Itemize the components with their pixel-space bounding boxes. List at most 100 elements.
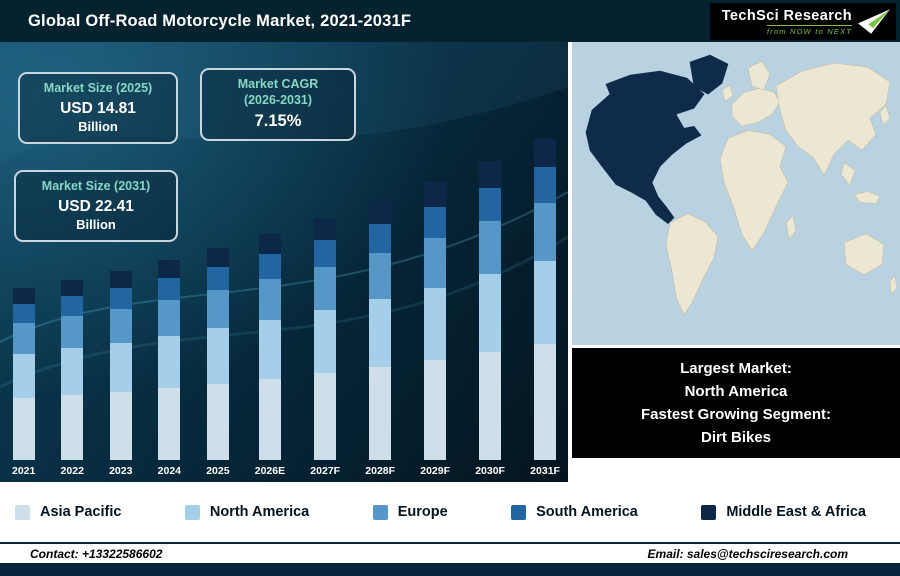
map-new-zealand xyxy=(889,275,898,295)
bar-column-2028F: 2028F xyxy=(365,201,395,478)
bar-stack xyxy=(479,160,502,460)
bar-segment-north-america xyxy=(369,299,392,367)
header-bar: Global Off-Road Motorcycle Market, 2021-… xyxy=(0,0,900,42)
bar-stack xyxy=(158,259,181,460)
page-title: Global Off-Road Motorcycle Market, 2021-… xyxy=(28,12,412,30)
map-japan xyxy=(879,104,891,126)
legend-item-north-america: North America xyxy=(184,504,309,520)
market-size-2025-label: Market Size (2025) xyxy=(43,81,153,95)
contact-phone: Contact: +13322586602 xyxy=(30,546,163,561)
callout-line-4: Dirt Bikes xyxy=(700,429,772,447)
bar-segment-europe xyxy=(534,202,557,261)
x-axis-label: 2028F xyxy=(365,465,396,477)
callout-line-2: North America xyxy=(684,382,788,400)
contact-email: Email: sales@techsciresearch.com xyxy=(647,546,848,561)
bar-segment-europe xyxy=(258,279,281,320)
bar-segment-middle-east-africa xyxy=(258,233,281,255)
bar-column-2021: 2021 xyxy=(12,288,35,478)
paper-plane-icon xyxy=(858,9,890,34)
bar-segment-middle-east-africa xyxy=(424,181,447,207)
bar-stack xyxy=(258,233,281,460)
bar-segment-north-america xyxy=(158,335,181,388)
bar-segment-middle-east-africa xyxy=(369,201,392,225)
bar-stack xyxy=(314,218,337,460)
stacked-bar-chart: 2021 2022 2023 2024 2025 2026E 2027F 2028F 2029F… xyxy=(12,138,560,478)
bar-segment-north-america xyxy=(12,353,35,399)
legend-swatch-south-america xyxy=(511,504,527,520)
bar-segment-north-america xyxy=(479,274,502,353)
chart-panel: Market Size (2025) USD 14.81 Billion Mar… xyxy=(0,42,568,482)
callout-line-1: Largest Market: xyxy=(680,359,792,377)
bar-segment-south-america xyxy=(206,266,229,291)
bar-column-2026E: 2026E xyxy=(255,233,285,478)
bar-segment-europe xyxy=(109,309,132,344)
legend-label: Asia Pacific xyxy=(40,504,122,520)
x-axis-label: 2021 xyxy=(12,465,36,477)
logo-text: TechSci Research from NOW to NEXT xyxy=(722,8,852,36)
bar-segment-south-america xyxy=(479,187,502,221)
x-axis-label: 2030F xyxy=(475,465,505,477)
bar-segment-asia-pacific xyxy=(206,383,229,460)
market-cagr-value: 7.15% xyxy=(254,112,302,131)
legend-label: South America xyxy=(536,504,638,520)
bar-segment-middle-east-africa xyxy=(534,138,557,168)
bar-segment-middle-east-africa xyxy=(314,218,337,241)
bar-segment-middle-east-africa xyxy=(479,160,502,188)
bar-stack xyxy=(424,181,447,460)
market-size-2031-value: USD 22.41 xyxy=(58,197,134,215)
bar-segment-asia-pacific xyxy=(534,344,557,460)
legend-label: Middle East & Africa xyxy=(726,504,866,520)
map-british-isles xyxy=(721,84,734,102)
market-size-2031-box: Market Size (2031) USD 22.41 Billion xyxy=(14,170,178,242)
bar-segment-south-america xyxy=(534,167,557,203)
map-southeast-asia xyxy=(840,161,856,187)
x-axis-label: 2029F xyxy=(420,465,451,477)
logo-brand: TechSci Research xyxy=(721,7,852,24)
map-scandinavia xyxy=(747,60,771,91)
map-south-america xyxy=(665,213,719,316)
bar-segment-north-america xyxy=(206,328,229,384)
bar-segment-north-america xyxy=(534,260,557,345)
bar-segment-europe xyxy=(158,299,181,336)
map-australia xyxy=(843,233,885,276)
legend-item-south-america: South America xyxy=(511,504,638,520)
market-cagr-label-line2: (2026-2031) xyxy=(243,92,313,107)
legend-label: Europe xyxy=(397,504,448,520)
bar-segment-middle-east-africa xyxy=(61,279,84,297)
map-madagascar xyxy=(785,214,797,241)
bar-segment-asia-pacific xyxy=(258,378,281,460)
bar-segment-europe xyxy=(314,266,337,311)
bar-segment-middle-east-africa xyxy=(206,247,229,267)
bar-segment-europe xyxy=(479,220,502,275)
legend-swatch-middle-east-africa xyxy=(701,504,717,520)
bar-column-2023: 2023 xyxy=(109,271,132,478)
bar-segment-asia-pacific xyxy=(109,392,132,460)
bar-column-2025: 2025 xyxy=(206,247,230,478)
bar-segment-south-america xyxy=(314,240,337,267)
legend-item-asia-pacific: Asia Pacific xyxy=(15,504,121,520)
bar-segment-north-america xyxy=(314,310,337,373)
chart-legend: Asia Pacific North America Europe South Ame… xyxy=(0,482,900,542)
bar-segment-europe xyxy=(424,237,447,288)
legend-item-middle-east-africa: Middle East & Africa xyxy=(701,504,866,520)
bar-segment-north-america xyxy=(61,348,84,396)
legend-swatch-asia-pacific xyxy=(15,504,30,520)
bar-segment-middle-east-africa xyxy=(12,288,35,304)
map-europe xyxy=(731,87,781,127)
bar-stack xyxy=(369,201,392,460)
bar-stack xyxy=(61,279,84,460)
market-size-2025-value: USD 14.81 xyxy=(60,99,136,117)
market-cagr-box: Market CAGR (2026-2031) 7.15% xyxy=(200,68,356,142)
bar-column-2027F: 2027F xyxy=(310,218,340,478)
bar-segment-south-america xyxy=(61,296,84,316)
map-north-america xyxy=(585,70,705,224)
bar-segment-south-america xyxy=(109,288,132,310)
legend-swatch-europe xyxy=(372,504,388,520)
bar-segment-north-america xyxy=(424,287,447,360)
market-size-2025-unit: Billion xyxy=(78,118,118,134)
legend-item-europe: Europe xyxy=(372,504,448,520)
bar-column-2024: 2024 xyxy=(158,259,181,478)
bar-segment-south-america xyxy=(158,277,181,300)
bar-segment-asia-pacific xyxy=(12,398,35,460)
